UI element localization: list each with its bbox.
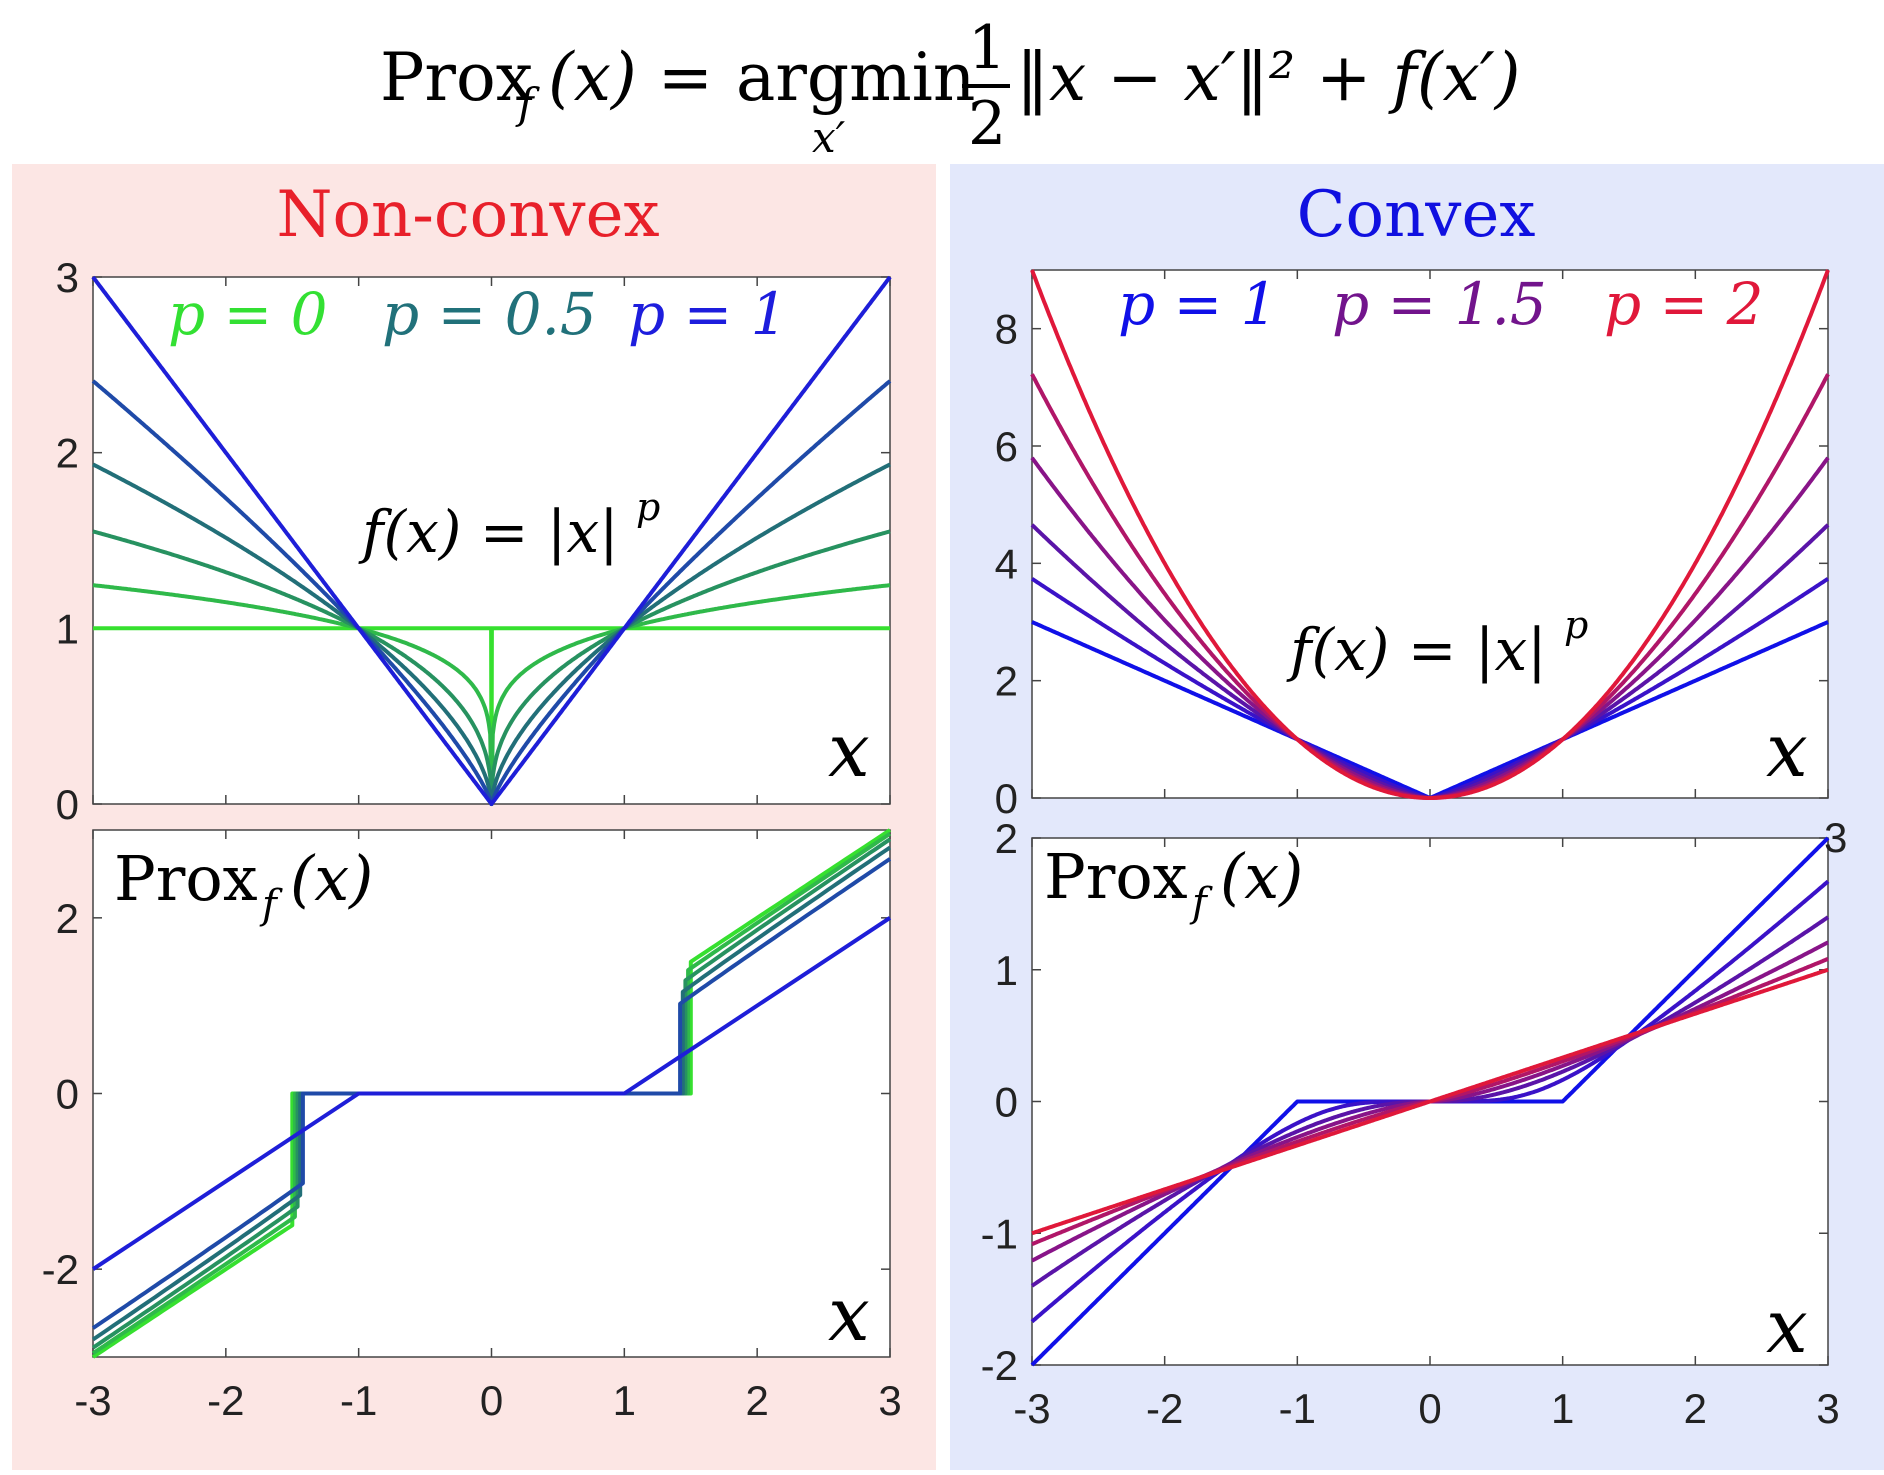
plot-nonconvex-f: 0 1 2 3 xyxy=(56,254,892,828)
formula-frac-num: 1 xyxy=(968,13,1006,83)
x-tick-label: 2 xyxy=(1684,1385,1707,1432)
y-tick-label: 2 xyxy=(56,430,79,477)
legend-convex-item-2: p = 2 xyxy=(1604,270,1764,338)
y-tick-label: 2 xyxy=(995,815,1018,862)
legend-nonconvex-item-0: p = 0 xyxy=(168,280,328,348)
prox-formula: Prox f (x) = argmin x′ 1 2 ‖x − x′‖² + f… xyxy=(380,13,1521,162)
x-label-convex-top: x xyxy=(1766,708,1808,794)
x-tick-label: 2 xyxy=(745,1377,768,1424)
plot-nonconvex-prox: -2 0 2 -3 -2 -1 0 1 2 3 xyxy=(42,828,902,1424)
y-tick-label: 4 xyxy=(995,540,1018,587)
f-label-nonconvex-exp: p xyxy=(636,485,660,529)
y-tick-label: -2 xyxy=(981,1342,1018,1389)
x-tick-label: -2 xyxy=(207,1377,244,1424)
x-tick-label: 0 xyxy=(480,1377,503,1424)
prox-label-nonconvex-arg: (x) xyxy=(290,842,373,915)
y-tick-label: 8 xyxy=(995,306,1018,353)
convex-title: Convex xyxy=(1297,178,1536,252)
x-tick-label: -3 xyxy=(74,1377,111,1424)
y-tick-label: 2 xyxy=(995,658,1018,705)
prox-label-convex-op: Prox xyxy=(1044,840,1188,913)
y-tick-label: 0 xyxy=(56,781,79,828)
formula-frac-den: 2 xyxy=(968,89,1006,159)
y-tick-label: 3 xyxy=(56,254,79,301)
y-tick-label: 1 xyxy=(995,947,1018,994)
x-tick-label: -2 xyxy=(1146,1385,1183,1432)
x-tick-label: -1 xyxy=(1279,1385,1316,1432)
series-line-p-1 xyxy=(91,916,892,1271)
x-tick-label: 3 xyxy=(1816,1385,1839,1432)
formula-argmin-sub: x′ xyxy=(812,113,846,162)
legend-nonconvex: p = 0 p = 0.5 p = 1 xyxy=(168,280,788,348)
formula-prox: Prox xyxy=(380,39,533,116)
nonconvex-title: Non-convex xyxy=(276,178,659,252)
y-tick-label: 0 xyxy=(995,1079,1018,1126)
x-tick-label: 1 xyxy=(1551,1385,1574,1432)
x-label-nonconvex-top: x xyxy=(828,708,870,794)
formula-rhs: ‖x − x′‖² + f(x′) xyxy=(1016,39,1521,116)
x-tick-label: 0 xyxy=(1418,1385,1441,1432)
y-tick-label: 6 xyxy=(995,423,1018,470)
x-tick-label: 1 xyxy=(613,1377,636,1424)
x-tick-label: -3 xyxy=(1013,1385,1050,1432)
legend-nonconvex-item-2: p = 1 xyxy=(628,280,788,348)
plot-convex-f: 0 2 4 6 8 xyxy=(995,269,1830,822)
x-label-convex-bottom: x xyxy=(1766,1284,1808,1370)
series-line-p-2 xyxy=(1030,269,1830,800)
f-label-convex: f(x) = |x| p xyxy=(1286,603,1588,684)
x-label-nonconvex-bottom: x xyxy=(828,1272,870,1358)
x-tick-label: -1 xyxy=(340,1377,377,1424)
formula-prox-sub: f xyxy=(515,79,540,128)
y-tick-label: -1 xyxy=(981,1210,1018,1257)
y-tick-label: 0 xyxy=(995,775,1018,822)
f-label-convex-exp: p xyxy=(1564,603,1588,647)
prox-label-convex: Prox f (x) xyxy=(1044,840,1303,926)
x-tick-label: 3 xyxy=(878,1377,901,1424)
prox-label-nonconvex: Prox f (x) xyxy=(114,842,373,928)
convex-tick-stub: 3 xyxy=(1824,814,1847,861)
series-line-p-1 xyxy=(91,275,892,806)
y-tick-label: 0 xyxy=(56,1071,79,1118)
f-label-nonconvex-text: f(x) = |x| xyxy=(358,498,619,566)
y-tick-label: 1 xyxy=(56,605,79,652)
legend-nonconvex-item-1: p = 0.5 xyxy=(382,280,597,348)
f-label-nonconvex: f(x) = |x| p xyxy=(358,485,660,566)
f-label-convex-text: f(x) = |x| xyxy=(1286,616,1547,684)
legend-convex-item-0: p = 1 xyxy=(1118,270,1278,338)
prox-label-convex-arg: (x) xyxy=(1220,840,1303,913)
y-tick-label: 2 xyxy=(56,895,79,942)
legend-convex: p = 1 p = 1.5 p = 2 xyxy=(1118,270,1764,338)
plot-area xyxy=(1031,269,1829,799)
formula-argmin: argmin xyxy=(736,39,975,116)
legend-convex-item-1: p = 1.5 xyxy=(1332,270,1547,338)
series-line-p-2 xyxy=(1031,967,1829,1236)
prox-label-nonconvex-op: Prox xyxy=(114,842,258,915)
y-tick-label: -2 xyxy=(42,1246,79,1293)
formula-lhs-arg: (x) = xyxy=(548,39,713,116)
